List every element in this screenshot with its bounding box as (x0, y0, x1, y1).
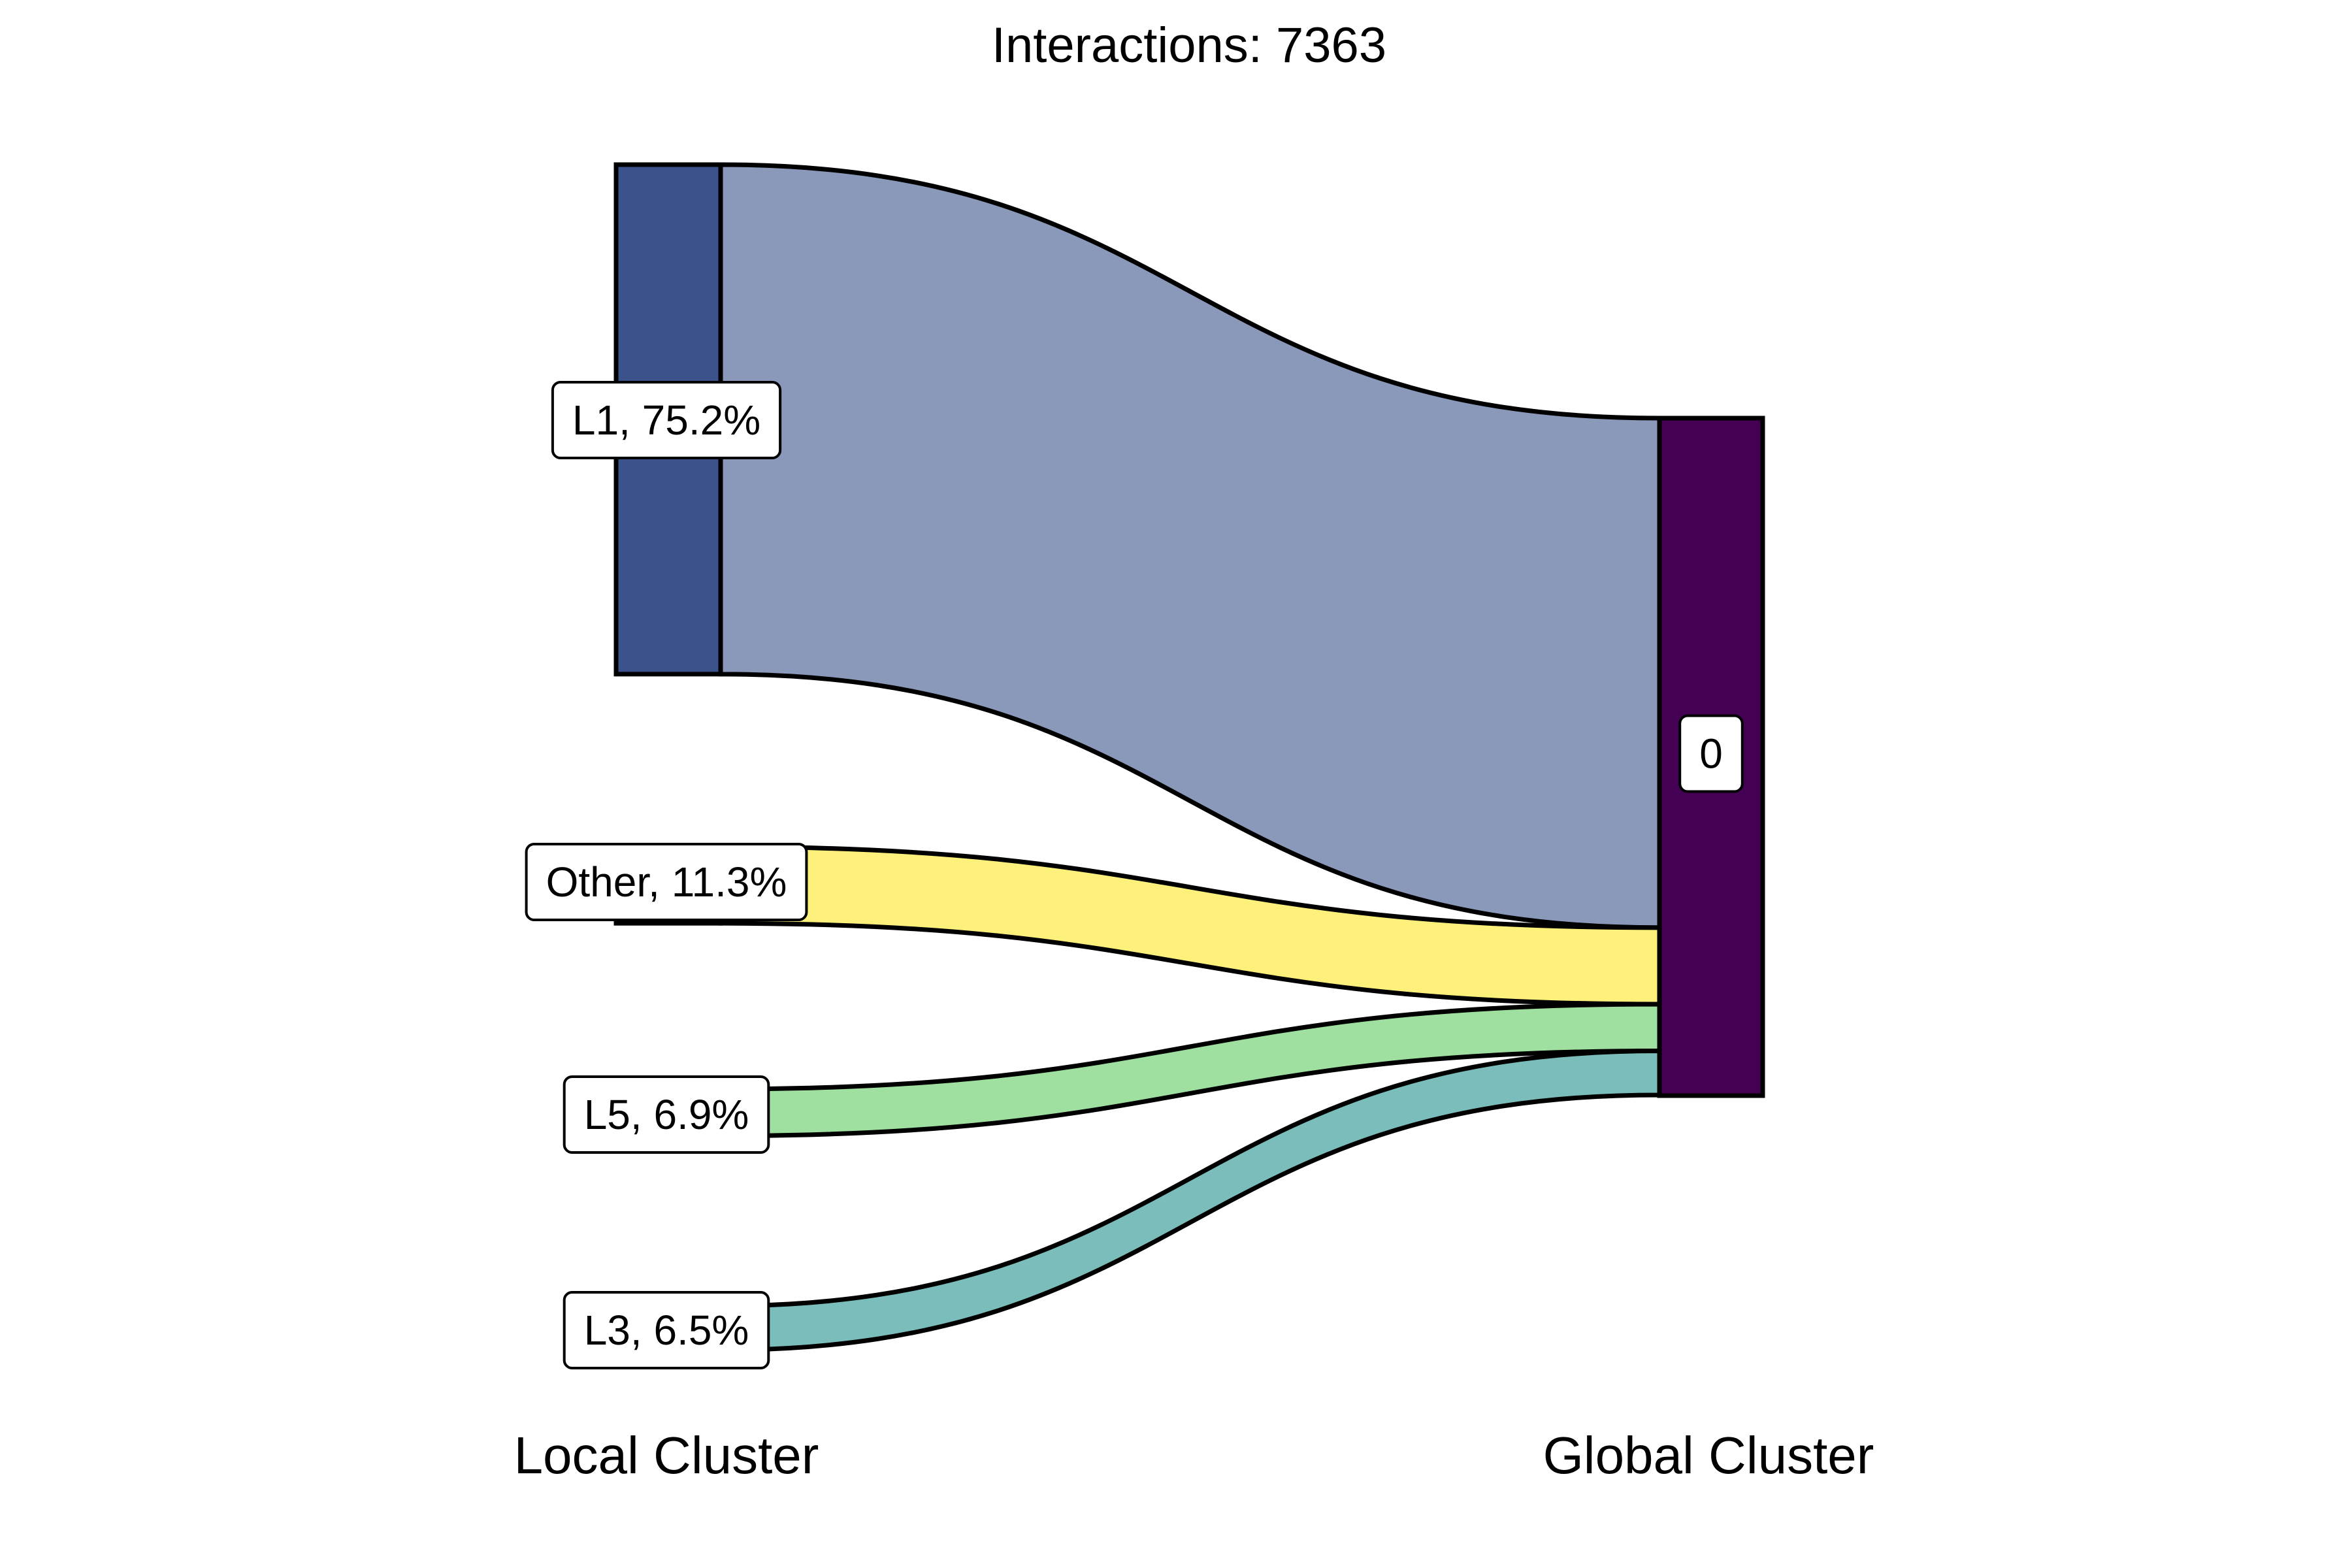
label-other-box (525, 843, 808, 921)
labels-layer: L1, 75.2% Other, 11.3% L5, 6.9% L3, 6.5% 0 (525, 381, 1744, 1369)
label-l3-box (563, 1291, 770, 1369)
axis-label-local-cluster: Local Cluster (514, 1426, 819, 1484)
label-target-0: 0 (1678, 714, 1744, 793)
chart-title: Interactions: 7363 (992, 18, 1386, 73)
label-l5-text: L5, 6.9% (584, 1091, 749, 1138)
label-l3: L3, 6.5% (563, 1291, 770, 1369)
label-other-text: Other, 11.3% (546, 858, 787, 906)
label-l3-text: L3, 6.5% (584, 1307, 749, 1354)
flows-layer (718, 162, 1662, 1352)
flow-l1-to-0 (718, 162, 1662, 930)
label-l1-box (551, 381, 782, 459)
label-l5: L5, 6.9% (563, 1075, 770, 1154)
label-target-0-text: 0 (1699, 730, 1723, 777)
label-target-0-box (1678, 714, 1744, 793)
label-l1-text: L1, 75.2% (572, 397, 760, 444)
label-l5-box (563, 1075, 770, 1154)
label-other: Other, 11.3% (525, 843, 808, 921)
label-l1: L1, 75.2% (551, 381, 782, 459)
axis-label-global-cluster: Global Cluster (1543, 1426, 1874, 1484)
